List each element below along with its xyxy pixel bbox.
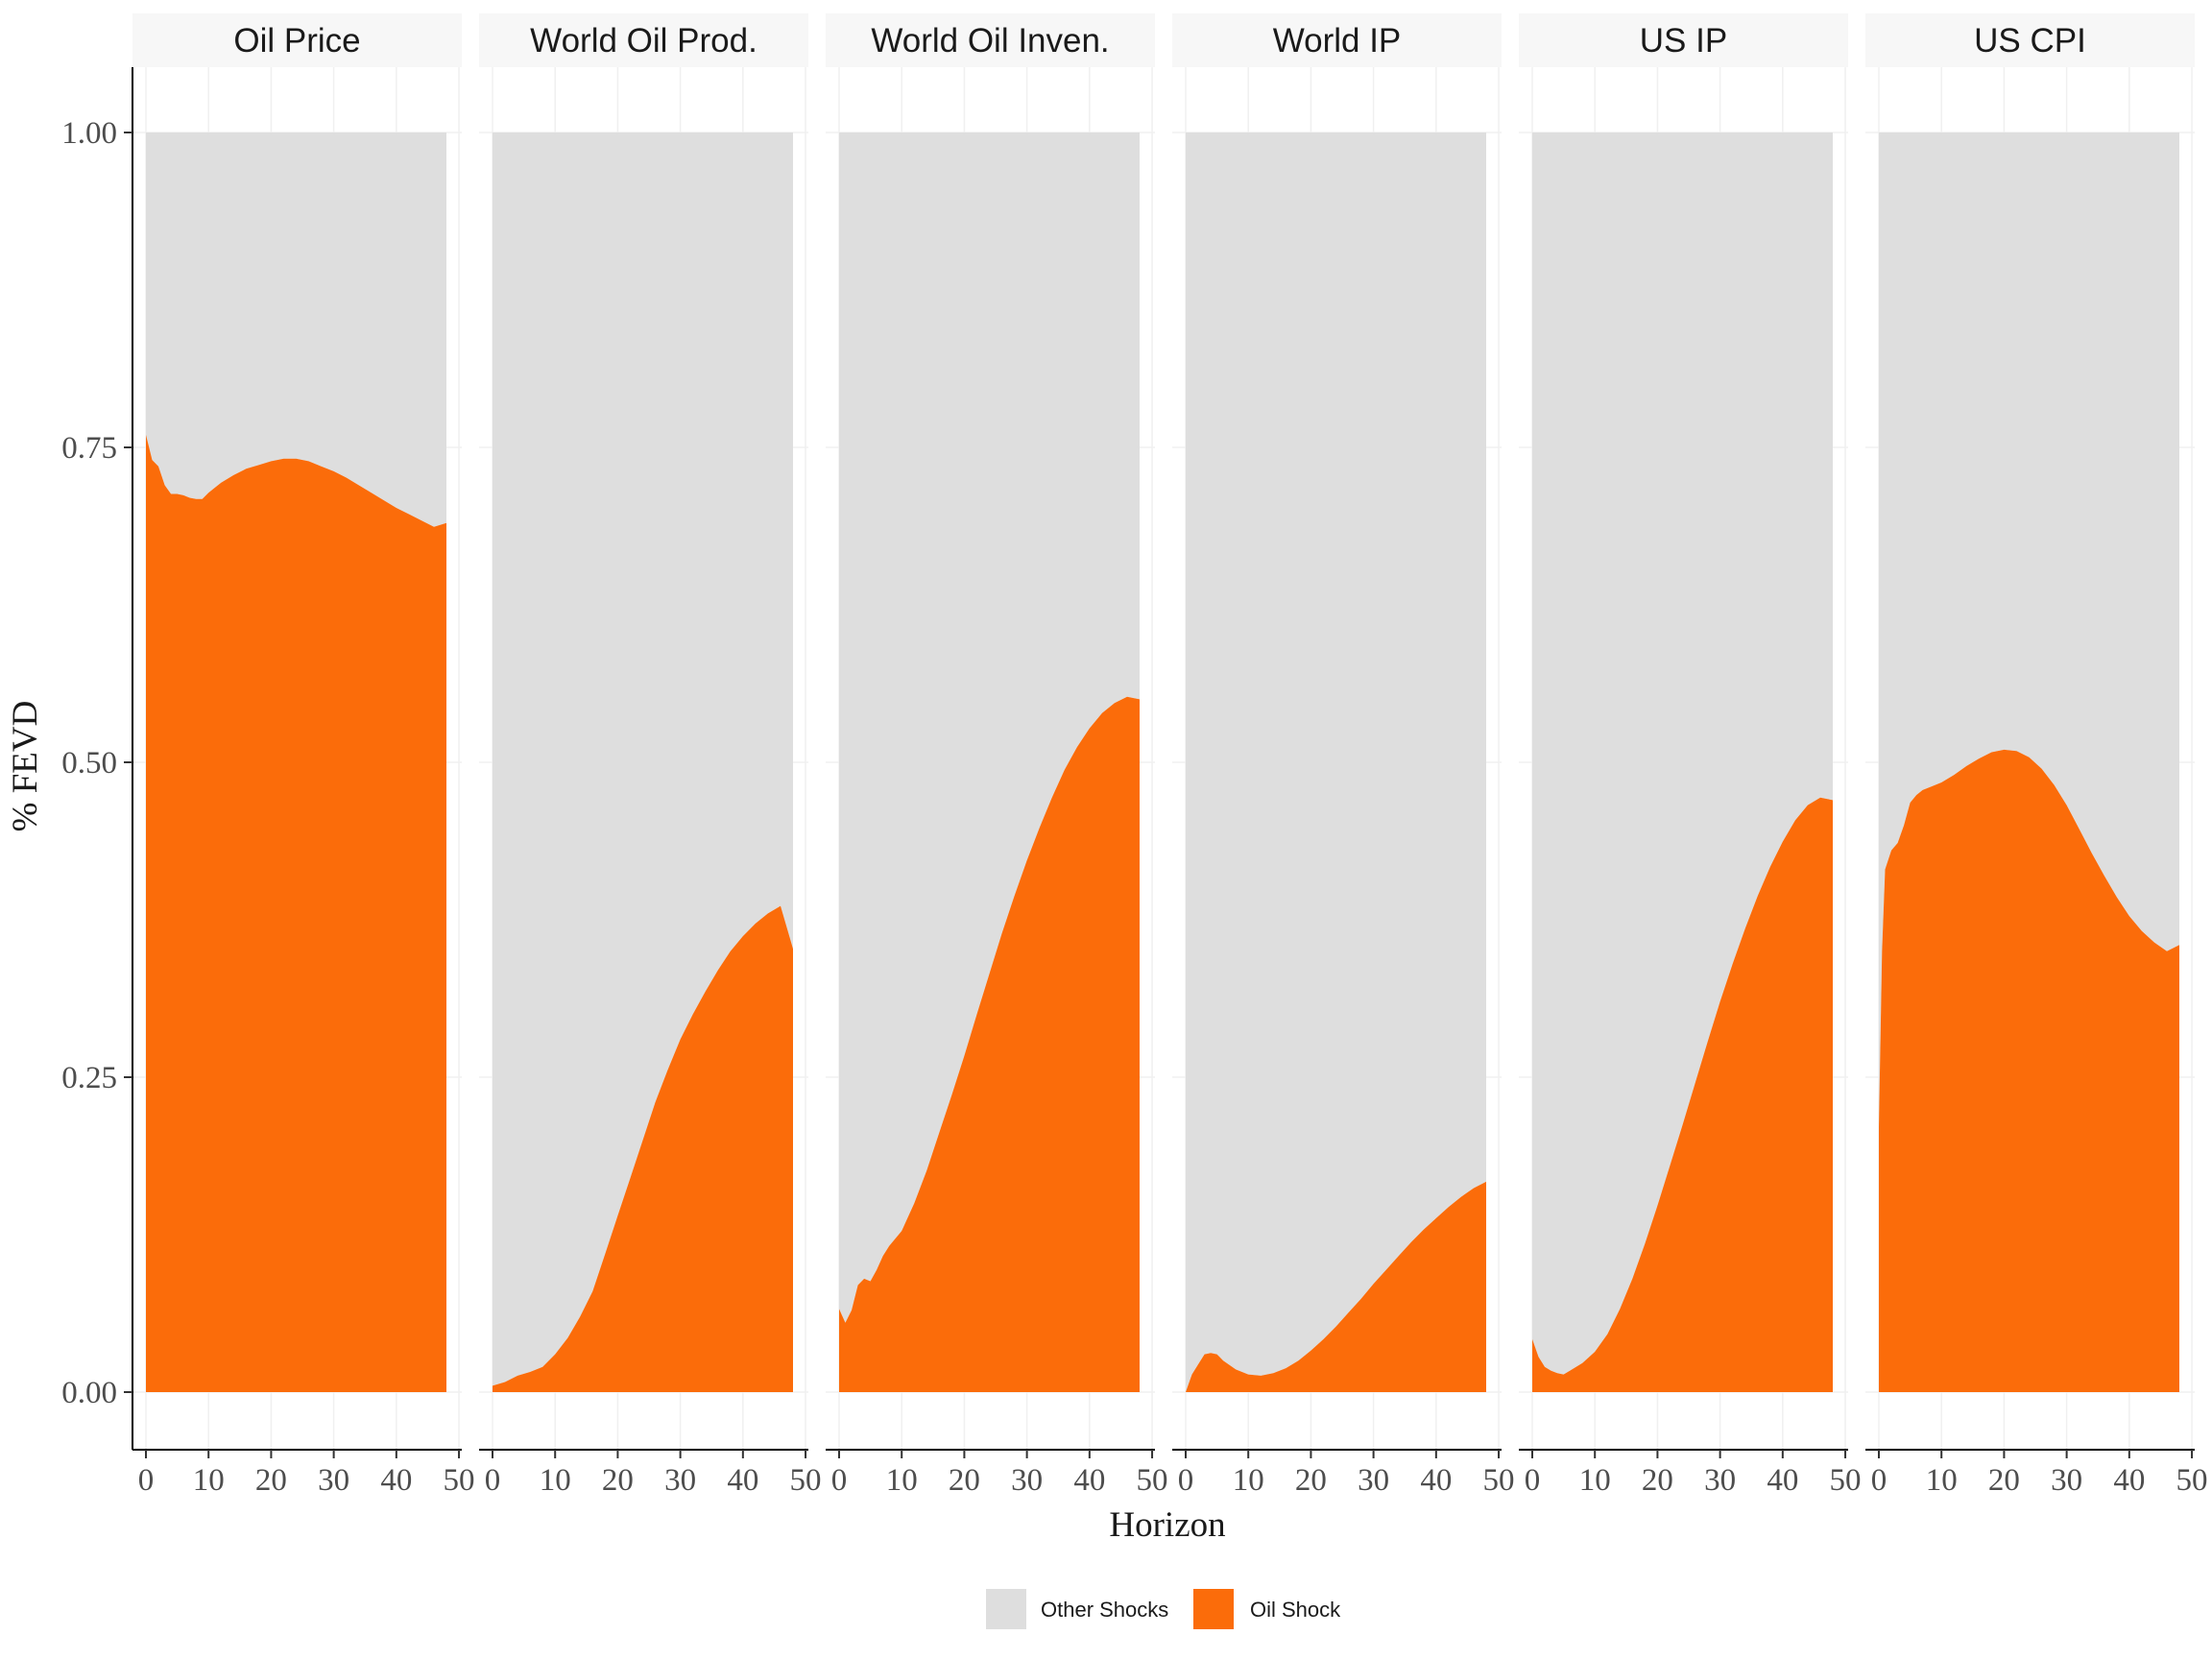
x-tick-label: 10 — [540, 1463, 571, 1498]
facet-title: World Oil Prod. — [530, 22, 757, 60]
facet-strip — [826, 13, 1155, 67]
y-tick-label: 0.25 — [61, 1061, 117, 1095]
x-tick-label: 50 — [790, 1463, 822, 1498]
y-tick-label: 0.00 — [61, 1376, 117, 1410]
area-oil-shock — [493, 905, 793, 1392]
area-other-shocks — [839, 132, 1140, 1323]
area-oil-shock — [146, 434, 446, 1392]
legend-label: Other Shocks — [1041, 1598, 1168, 1622]
x-tick-label: 30 — [318, 1463, 349, 1498]
x-tick-label: 40 — [1767, 1463, 1798, 1498]
facet-title: Oil Price — [233, 22, 360, 60]
x-tick-label: 20 — [1988, 1463, 2020, 1498]
x-tick-label: 40 — [380, 1463, 412, 1498]
area-oil-shock — [1532, 797, 1833, 1392]
y-axis: 0.00 0.25 0.50 0.75 1.00 — [61, 67, 133, 1450]
facet-title: US IP — [1640, 22, 1727, 60]
area-other-shocks — [1532, 132, 1833, 1375]
x-tick-label: 50 — [444, 1463, 475, 1498]
x-tick-label: 50 — [1830, 1463, 1862, 1498]
x-axis-title: Horizon — [1109, 1505, 1225, 1545]
y-tick-label: 1.00 — [61, 116, 117, 151]
x-tick-label: 30 — [664, 1463, 696, 1498]
facet-panel: US IP 0 10 20 30 40 50 — [1519, 13, 1862, 1498]
panels-layer: Oil Price 0 10 20 30 40 50 World Oil Prod. 0 10 20… — [132, 13, 2208, 1498]
area-oil-shock — [839, 696, 1140, 1392]
facet-strip — [132, 13, 462, 67]
facet-strip — [479, 13, 808, 67]
area-other-shocks — [1879, 132, 2179, 1128]
x-tick-label: 50 — [1483, 1463, 1515, 1498]
area-other-shocks — [146, 132, 446, 527]
x-tick-label: 50 — [1137, 1463, 1168, 1498]
x-tick-label: 20 — [949, 1463, 980, 1498]
x-tick-label: 30 — [1011, 1463, 1043, 1498]
facet-strip — [1865, 13, 2195, 67]
x-tick-label: 10 — [1579, 1463, 1611, 1498]
x-tick-label: 30 — [1704, 1463, 1736, 1498]
y-axis-title: % FEVD — [6, 701, 45, 832]
x-tick-label: 40 — [1420, 1463, 1452, 1498]
facet-panel: World IP 0 10 20 30 40 50 — [1172, 13, 1515, 1498]
x-tick-label: 40 — [727, 1463, 758, 1498]
x-tick-label: 20 — [1295, 1463, 1327, 1498]
facet-strip — [1519, 13, 1848, 67]
x-tick-label: 0 — [1178, 1463, 1194, 1498]
y-tick-label: 0.75 — [61, 431, 117, 466]
y-tick-label: 0.50 — [61, 746, 117, 781]
x-tick-label: 0 — [1525, 1463, 1541, 1498]
x-tick-label: 20 — [602, 1463, 634, 1498]
facet-strip — [1172, 13, 1502, 67]
x-tick-label: 0 — [831, 1463, 848, 1498]
x-tick-label: 20 — [1642, 1463, 1673, 1498]
x-tick-label: 10 — [1233, 1463, 1264, 1498]
x-tick-label: 40 — [2113, 1463, 2145, 1498]
facet-title: World IP — [1273, 22, 1402, 60]
x-tick-label: 0 — [485, 1463, 501, 1498]
x-tick-label: 0 — [1871, 1463, 1887, 1498]
facet-panel: Oil Price 0 10 20 30 40 50 — [132, 13, 475, 1498]
area-other-shocks — [493, 132, 793, 1386]
legend-key — [1193, 1589, 1234, 1629]
x-tick-label: 40 — [1073, 1463, 1105, 1498]
facet-panel: World Oil Prod. 0 10 20 30 40 50 — [479, 13, 822, 1498]
area-oil-shock — [1879, 749, 2179, 1392]
facet-panel: World Oil Inven. 0 10 20 30 40 50 — [826, 13, 1168, 1498]
facet-title: US CPI — [1974, 22, 2086, 60]
facet-title: World Oil Inven. — [871, 22, 1109, 60]
legend: Other Shocks Oil Shock — [986, 1589, 1341, 1629]
x-tick-label: 10 — [886, 1463, 918, 1498]
area-other-shocks — [1186, 132, 1486, 1392]
x-tick-label: 10 — [1926, 1463, 1958, 1498]
area-oil-shock — [1186, 1181, 1486, 1392]
x-tick-label: 30 — [1358, 1463, 1389, 1498]
x-tick-label: 30 — [2051, 1463, 2082, 1498]
x-tick-label: 50 — [2176, 1463, 2208, 1498]
x-tick-label: 10 — [193, 1463, 225, 1498]
x-tick-label: 0 — [138, 1463, 155, 1498]
facet-panel: US CPI 0 10 20 30 40 50 — [1865, 13, 2208, 1498]
legend-key — [986, 1589, 1026, 1629]
legend-label: Oil Shock — [1250, 1598, 1341, 1622]
x-tick-label: 20 — [255, 1463, 287, 1498]
